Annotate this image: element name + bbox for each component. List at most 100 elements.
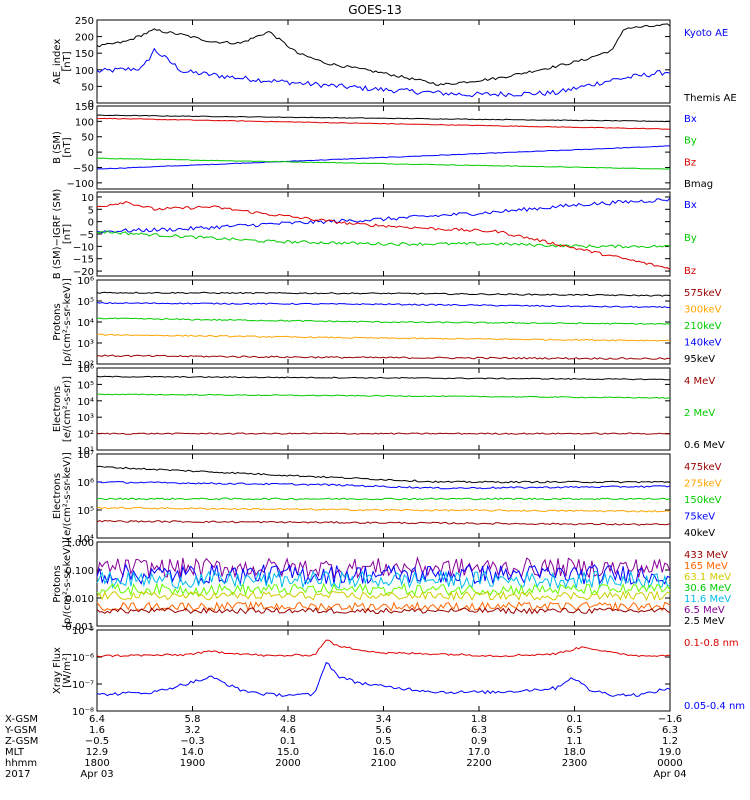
- footer-value: 6.5: [567, 725, 583, 736]
- y-axis-label: [nT]: [62, 51, 73, 71]
- panel-frame: [96, 453, 671, 539]
- y-tick-label: 50: [81, 82, 94, 93]
- y-tick-label: −10: [73, 242, 94, 253]
- legend-label: 40keV: [684, 528, 715, 539]
- footer-value: −0.5: [85, 736, 109, 747]
- y-tick-label: 250: [75, 16, 94, 27]
- y-tick-label: 10⁶: [77, 276, 94, 287]
- footer-value: 3.2: [185, 725, 201, 736]
- y-tick-label: 1.000: [65, 538, 94, 549]
- y-axis-label: [nT]: [62, 137, 73, 157]
- footer-value: −0.3: [180, 736, 204, 747]
- y-axis-label: Protons: [52, 565, 63, 602]
- y-tick-label: 10²: [77, 360, 94, 371]
- y-tick-label: −100: [67, 179, 94, 190]
- y-tick-label: 10⁻⁶: [72, 653, 94, 664]
- legend-label: 140keV: [684, 338, 722, 349]
- footer-value: −1.6: [658, 714, 682, 725]
- y-tick-label: 10⁵: [77, 297, 94, 308]
- series-line-475kev: [96, 465, 671, 484]
- series-line-2-5-mev: [96, 607, 671, 615]
- footer-value: 1.1: [567, 736, 583, 747]
- footer-value: 6.3: [471, 725, 487, 736]
- y-axis-label: [e/(cm²-s-sr)]: [62, 376, 73, 442]
- footer-value: Apr 03: [80, 769, 113, 780]
- series-line-bx: [96, 145, 670, 170]
- footer-row-label: X-GSM: [5, 714, 38, 725]
- ephemeris-footer: X-GSM 6.4 5.8 4.8 3.4 1.8 0.1 −1.6 Y-GSM 1.6 3.2 4.…: [4, 714, 687, 780]
- legend-label: 475keV: [684, 462, 722, 473]
- y-tick-label: 150: [75, 102, 94, 113]
- series-line-150kev: [96, 497, 671, 501]
- series-line-6-5-mev: [96, 601, 671, 612]
- footer-value: 17.0: [468, 747, 490, 758]
- legend-label: 165 MeV: [684, 561, 728, 572]
- footer-value: 16.0: [372, 747, 394, 758]
- series-line-kyoto-ae: [96, 47, 671, 98]
- series-line-0-6-mev: [96, 432, 671, 435]
- y-tick-label: 0: [88, 99, 94, 110]
- legend-label: 575keV: [684, 288, 722, 299]
- panel-protons: 10² 10³ 10⁴ 10⁵ 10⁶ Protons [p/(cm²-s-sr-keV)]…: [52, 276, 722, 371]
- footer-row-label: MLT: [5, 747, 25, 758]
- footer-value: 12.9: [86, 747, 108, 758]
- footer-value: 1800: [84, 758, 109, 769]
- legend-label: Bz: [684, 266, 696, 277]
- series-line-11-6-mev: [96, 590, 671, 602]
- legend-label: Bx: [684, 200, 697, 211]
- y-tick-label: 0: [88, 218, 94, 229]
- y-tick-label: 10⁵: [77, 380, 94, 391]
- panel-electrons_mev: 10¹ 10² 10³ 10⁴ 10⁵ 10⁶ Electrons [e/(cm²-s-sr)…: [52, 364, 725, 457]
- series-line-bx: [96, 197, 671, 234]
- panel-xray: 10⁻⁸ 10⁻⁷ 10⁻⁶ 10⁻⁵ Xray Flux [W/m²] 0.1-0.8 n…: [52, 626, 745, 718]
- footer-value: 2200: [466, 758, 491, 769]
- series-line-140kev: [97, 333, 671, 342]
- y-tick-label: 10³: [77, 413, 94, 424]
- legend-label: 2 MeV: [684, 408, 715, 419]
- panel-bigrf: −20−15 −10−50 510 B (SM)−IGRF (SM) [nT] Bx By B…: [52, 189, 697, 280]
- footer-value: 4.6: [280, 725, 296, 736]
- y-tick-label: −5: [79, 230, 94, 241]
- footer-value: 5.6: [376, 725, 392, 736]
- y-tick-label: 10⁴: [77, 397, 94, 408]
- series-line-bz: [96, 117, 671, 130]
- footer-value: 4.8: [280, 714, 296, 725]
- series-line-by: [96, 230, 671, 249]
- footer-value: 1.8: [471, 714, 487, 725]
- y-axis-label: Xray Flux: [52, 647, 63, 694]
- footer-value: 0.1: [280, 736, 296, 747]
- y-axis-label: B (SM): [52, 131, 63, 164]
- series-line-by: [96, 157, 671, 170]
- footer-value: 0.9: [471, 736, 487, 747]
- footer-value: 3.4: [376, 714, 392, 725]
- legend-label: Kyoto AE: [684, 28, 728, 39]
- footer-value: Apr 04: [653, 769, 686, 780]
- series-line-0-05-0-4-nm: [96, 661, 671, 697]
- footer-value: 1.6: [89, 725, 105, 736]
- legend-label: 4 MeV: [684, 376, 715, 387]
- legend-label: 95keV: [684, 354, 715, 365]
- legend-label: 433 MeV: [684, 550, 728, 561]
- legend-label: 300keV: [684, 305, 722, 316]
- y-tick-label: 10: [81, 193, 94, 204]
- footer-value: 1900: [180, 758, 205, 769]
- y-tick-label: 100: [75, 117, 94, 128]
- y-tick-label: 200: [75, 33, 94, 44]
- footer-row-label: hhmm: [5, 758, 37, 769]
- footer-value: 15.0: [277, 747, 299, 758]
- series-line-75kev: [96, 506, 671, 513]
- series-line-300kev: [96, 301, 671, 309]
- series-line-40kev: [96, 519, 671, 526]
- panel-electrons_kev: 10⁴ 10⁵ 10⁶ 10⁷ Electrons [e/(cm²-s-sr-keV)] 4…: [52, 450, 722, 545]
- legend-label: 75keV: [684, 512, 715, 523]
- y-tick-label: 10¹: [77, 446, 94, 457]
- y-axis-label: AE_index: [52, 39, 63, 85]
- y-tick-label: 10⁻⁸: [72, 707, 94, 718]
- y-axis-label: [p/(cm²-s-sr-keV)]: [62, 278, 73, 366]
- legend-label: By: [684, 233, 697, 244]
- legend-label: 6.5 MeV: [684, 605, 725, 616]
- legend-label: Themis AE: [683, 93, 737, 104]
- y-tick-label: 10⁴: [77, 534, 94, 545]
